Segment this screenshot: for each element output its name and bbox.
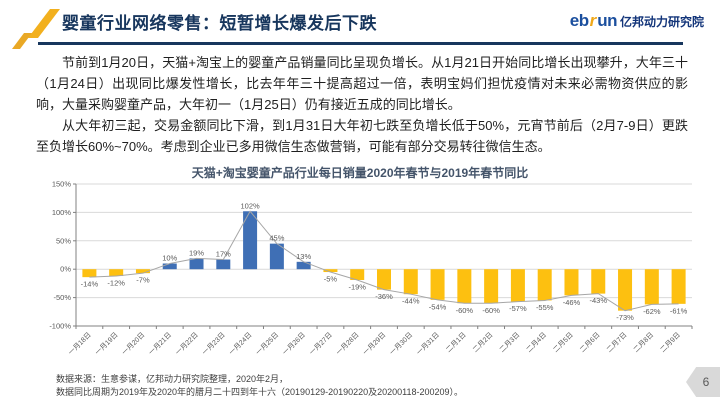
brand-logo-un: un (597, 11, 617, 30)
y-axis-label: -50% (53, 293, 71, 302)
data-label: 45% (269, 234, 284, 243)
data-label: -60% (482, 306, 500, 315)
bar (216, 259, 231, 270)
x-axis-label: 一月24日 (227, 331, 253, 357)
data-label: 102% (240, 201, 260, 210)
x-axis-label: 二月1日 (444, 331, 467, 354)
data-label: -14% (81, 280, 99, 289)
x-axis-label: 一月19日 (94, 331, 120, 357)
data-label: -36% (375, 292, 393, 301)
x-axis-label: 一月30日 (388, 331, 414, 357)
x-axis-label: 一月18日 (67, 331, 93, 357)
x-axis-label: 一月25日 (254, 331, 280, 357)
brand-logo: eb r un 亿邦动力研究院 (570, 11, 704, 31)
x-axis-label: 二月9日 (659, 331, 682, 354)
slash-logo-icon (6, 2, 64, 55)
data-label: -43% (590, 296, 608, 305)
x-axis-label: 一月31日 (415, 331, 441, 357)
sales-yoy-chart: 150% 100% 50% 0% -50% -100% -14% -12% -7% 10% 19% 1… (49, 180, 693, 357)
brand-logo-eb: eb (569, 11, 589, 30)
body-text: 节前到1月20日，天猫+淘宝上的婴童产品销量同比呈现负增长。从1月21日开始同比… (36, 52, 688, 157)
bar (269, 243, 284, 270)
data-label: 10% (162, 254, 177, 263)
bar (430, 269, 445, 300)
data-label: -44% (402, 297, 420, 306)
data-label: 17% (216, 250, 231, 259)
bar (537, 269, 552, 301)
bar (82, 269, 97, 278)
page-title: 婴童行业网络零售：短暂增长爆发后下跌 (62, 14, 377, 33)
bar (671, 269, 686, 304)
chart-area: 150% 100% 50% 0% -50% -100% -14% -12% -7% 10% 19% 1… (40, 178, 700, 368)
bar (189, 258, 204, 270)
x-axis-label: 一月22日 (174, 331, 200, 357)
data-label: -19% (348, 282, 366, 291)
bar (162, 263, 177, 270)
x-axis-label: 二月6日 (578, 331, 601, 354)
data-label: -46% (563, 298, 581, 307)
x-axis-label: 一月20日 (120, 331, 146, 357)
paragraph: 从大年初三起，交易金额同比下滑，到1月31日大年初七跌至负增长低于50%，元宵节… (36, 118, 688, 154)
x-axis-label: 一月27日 (308, 331, 334, 357)
x-axis-label: 二月7日 (605, 331, 628, 354)
data-label: -12% (107, 279, 125, 288)
x-axis-label: 二月2日 (471, 331, 494, 354)
data-label: -5% (324, 275, 338, 284)
bar (591, 269, 606, 294)
bar (323, 269, 338, 273)
footnote-line-1: 数据来源：生意参谋，亿邦动力研究院整理，2020年2月， (56, 374, 289, 384)
x-axis-label: 二月3日 (498, 331, 521, 354)
bar (457, 269, 472, 304)
bar (135, 269, 150, 274)
bar (403, 269, 418, 295)
data-label: -57% (509, 304, 527, 313)
y-axis-label: -100% (49, 322, 71, 331)
bar (296, 261, 311, 270)
footnote: 数据来源：生意参谋，亿邦动力研究院整理，2020年2月， 数据同比周期为2019… (56, 373, 463, 399)
paragraph: 节前到1月20日，天猫+淘宝上的婴童产品销量同比呈现负增长。从1月21日开始同比… (36, 55, 688, 112)
footnote-line-2: 数据同比周期为2019年及2020年的腊月二十四到年十六（20190129-20… (56, 387, 464, 397)
data-label: -73% (616, 313, 634, 322)
data-label: -61% (670, 306, 688, 315)
data-label: -62% (643, 307, 661, 316)
data-label: 19% (189, 248, 204, 257)
page-number-badge: 6 (686, 367, 720, 397)
data-label: 13% (296, 252, 311, 261)
x-axis-label: 一月29日 (361, 331, 387, 357)
page-number: 6 (702, 375, 710, 389)
trend-line (89, 210, 679, 312)
bar (564, 269, 579, 296)
title-underline (38, 42, 683, 45)
bar (350, 269, 365, 280)
bar (243, 211, 258, 270)
data-label: -54% (429, 302, 447, 311)
bar (618, 269, 633, 311)
x-axis-label: 二月4日 (525, 331, 548, 354)
y-axis-label: 50% (56, 236, 71, 245)
x-axis-label: 一月28日 (335, 331, 361, 357)
x-axis-label: 一月23日 (201, 331, 227, 357)
y-axis-label: 0% (60, 265, 71, 274)
x-axis-label: 一月21日 (147, 331, 173, 357)
brand-logo-r: r (589, 11, 597, 30)
x-axis-label: 二月8日 (632, 331, 655, 354)
y-axis-label: 150% (52, 180, 72, 189)
data-label: -60% (456, 306, 474, 315)
x-axis-label: 二月5日 (552, 331, 575, 354)
bar (109, 269, 124, 277)
bar (644, 269, 659, 305)
brand-logo-text: 亿邦动力研究院 (619, 15, 704, 29)
data-label: -7% (136, 276, 150, 285)
y-axis-label: 100% (52, 208, 72, 217)
bar (510, 269, 525, 302)
bar (484, 269, 499, 304)
bar (377, 269, 391, 290)
data-label: -55% (536, 303, 554, 312)
chart-title: 天猫+淘宝婴童产品行业每日销量2020年春节与2019年春节同比 (191, 166, 529, 180)
x-axis-label: 一月26日 (281, 331, 307, 357)
